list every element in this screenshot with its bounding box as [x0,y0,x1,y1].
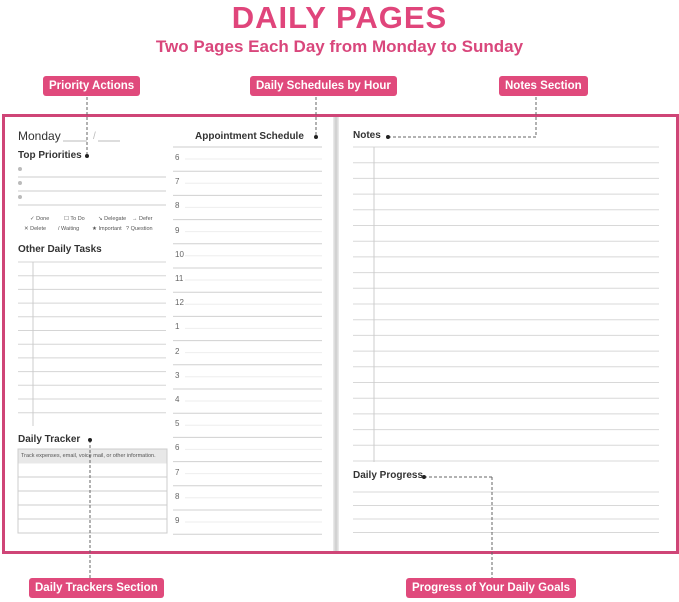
daily-tracker-heading: Daily Tracker [18,434,81,445]
hour-label: 1 [175,322,180,332]
bullet-icon [18,167,22,171]
day-label: Monday [18,129,61,143]
hour-label: 7 [175,177,180,187]
callout-daily-trackers: Daily Trackers Section [29,578,164,598]
page-subtitle: Two Pages Each Day from Monday to Sunday [155,37,524,56]
tracker-header [18,449,167,464]
hour-label: 8 [175,491,180,501]
notes-heading: Notes [353,130,381,141]
callout-notes-section: Notes Section [499,76,588,96]
legend-item: ? Question [126,226,153,232]
legend-item: → Defer [132,216,153,222]
top-priorities-heading: Top Priorities [18,150,82,161]
hour-label: 7 [175,467,180,477]
hour-label: 9 [175,516,180,525]
connector-dot [85,154,89,158]
legend-item: ★ Important [92,226,122,232]
daily-progress-heading: Daily Progress [353,470,424,481]
hour-label: 8 [175,201,180,211]
legend-item: ☐ To Do [64,216,85,222]
legend-item: ✕ Delete [24,226,47,232]
hour-label: 5 [175,419,180,429]
connector-dot [422,475,426,479]
bullet-icon [18,181,22,185]
hour-label: 6 [175,153,180,162]
callout-progress-goals: Progress of Your Daily Goals [406,578,577,598]
tracker-hint: Track expenses, email, voice mail, or ot… [21,453,156,459]
other-tasks-heading: Other Daily Tasks [18,244,102,255]
hour-label: 4 [175,395,180,404]
hour-label: 2 [175,346,180,356]
date-separator: / [93,131,96,142]
legend-item: ✓ Done [30,216,50,222]
callout-priority-actions: Priority Actions [43,76,141,96]
hour-label: 9 [175,225,180,235]
book-spine [333,117,339,551]
hour-label: 12 [175,298,184,308]
hour-label: 11 [175,274,184,283]
hour-label: 6 [175,443,180,453]
connector-dot [314,135,318,139]
connector-dot [88,438,92,442]
bullet-icon [18,195,22,199]
schedule-heading: Appointment Schedule [195,131,304,142]
page-title: DAILY PAGES [231,0,448,35]
legend-item: ↘ Delegate [98,216,127,222]
hour-label: 10 [175,249,184,259]
hour-label: 3 [175,370,180,380]
connector-dot [386,135,390,139]
planner-book [2,114,679,554]
callout-daily-schedules: Daily Schedules by Hour [250,76,397,96]
legend-item: / Waiting [58,226,80,232]
